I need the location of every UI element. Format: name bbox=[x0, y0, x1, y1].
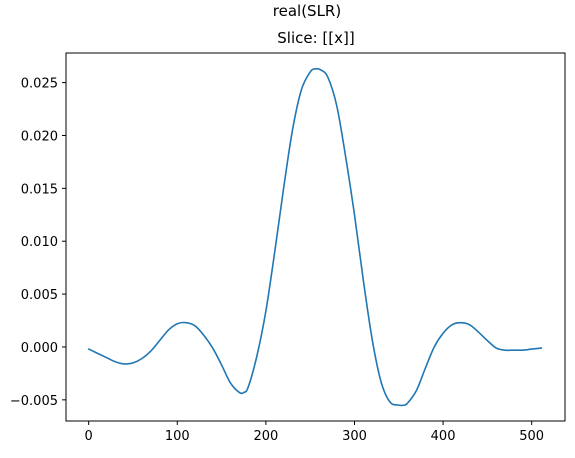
plot-frame bbox=[65, 52, 566, 422]
y-tick-label: 0.015 bbox=[21, 182, 58, 197]
chart-title: Slice: [[x]] bbox=[277, 29, 354, 47]
x-tick-label: 300 bbox=[342, 429, 367, 444]
y-tick-label: 0.020 bbox=[21, 129, 58, 144]
y-tick-label: 0.010 bbox=[21, 235, 58, 250]
x-tick-label: 500 bbox=[519, 429, 544, 444]
y-tick-label: 0.025 bbox=[21, 77, 58, 92]
series-line bbox=[87, 67, 543, 407]
suptitle: real(SLR) bbox=[273, 2, 341, 20]
y-tick-label: 0.000 bbox=[21, 341, 58, 356]
x-tick-label: 0 bbox=[85, 429, 93, 444]
x-tick-label: 200 bbox=[253, 429, 278, 444]
y-tick-label: 0.005 bbox=[21, 288, 58, 303]
x-tick-label: 100 bbox=[165, 429, 190, 444]
x-tick-label: 400 bbox=[431, 429, 456, 444]
y-tick-label: −0.005 bbox=[10, 394, 58, 409]
